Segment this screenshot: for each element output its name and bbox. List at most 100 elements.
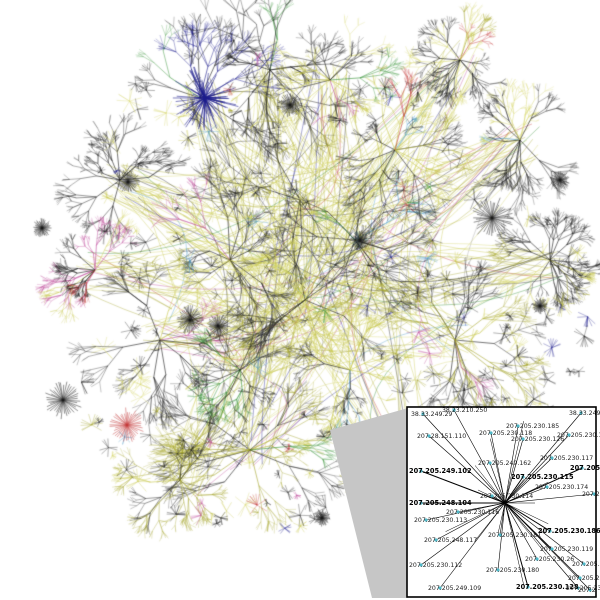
inset-node bbox=[579, 411, 583, 415]
ip-label: 207.205.249.162 bbox=[478, 460, 531, 467]
inset-node bbox=[548, 529, 552, 533]
inset-node bbox=[588, 588, 592, 592]
inset-edge bbox=[504, 502, 591, 591]
inset-edge bbox=[504, 502, 585, 565]
ip-label: 207.205.230.185 bbox=[506, 423, 559, 430]
ip-label: 207.205.230.1 bbox=[566, 585, 600, 592]
inset-edge bbox=[504, 467, 583, 504]
inset-edge bbox=[490, 432, 506, 504]
inset-node bbox=[526, 585, 530, 589]
inset-border bbox=[406, 406, 597, 598]
inset-edge bbox=[425, 502, 506, 521]
inset-edge bbox=[504, 457, 553, 504]
inset-edge bbox=[474, 502, 506, 541]
inset-edge bbox=[422, 413, 506, 504]
inset-node bbox=[419, 501, 423, 505]
ip-label: 207.205.230.113 bbox=[414, 517, 467, 524]
inset-edge bbox=[474, 465, 506, 504]
ip-label: 207.205.230.181 bbox=[488, 532, 541, 539]
ip-label: 207.205.230.174 bbox=[535, 484, 588, 491]
inset-edge bbox=[504, 476, 524, 504]
inset-edge bbox=[504, 481, 549, 504]
inset-node bbox=[424, 518, 428, 522]
inset-node bbox=[496, 568, 500, 572]
ip-label: 207.205.248.104 bbox=[409, 499, 472, 507]
inset-edge bbox=[504, 425, 519, 504]
ip-label: 207.205.249.102 bbox=[409, 467, 472, 475]
inset-edges bbox=[420, 409, 595, 591]
ip-label: 207.205.230. bbox=[570, 464, 600, 472]
ip-label: 207.205.230.155 bbox=[568, 575, 600, 582]
inset-node bbox=[580, 466, 584, 470]
inset-node bbox=[550, 456, 554, 460]
ip-label: 207.205.230.115 bbox=[511, 473, 574, 481]
inset-node bbox=[521, 437, 525, 441]
inset-edge bbox=[504, 434, 570, 504]
inset-node bbox=[578, 576, 582, 580]
inset-node bbox=[490, 494, 494, 498]
inset-edge bbox=[504, 479, 524, 504]
inset-node bbox=[434, 538, 438, 542]
inset-edge bbox=[453, 409, 506, 504]
inset-node bbox=[438, 586, 442, 590]
inset-node bbox=[488, 461, 492, 465]
inset-edge bbox=[489, 462, 506, 504]
inset-edge bbox=[504, 493, 595, 504]
inset-edge bbox=[504, 421, 524, 504]
inset-edge bbox=[439, 502, 506, 589]
inset-edge bbox=[504, 502, 529, 588]
inset-edge bbox=[504, 486, 548, 504]
inset-edge bbox=[498, 502, 506, 533]
inset-node bbox=[567, 433, 571, 437]
ip-label: 38.33.249.29 bbox=[411, 411, 452, 418]
inset-edge bbox=[420, 502, 506, 566]
inset-edge bbox=[504, 438, 524, 504]
inset-edge bbox=[445, 502, 506, 532]
ip-label: 207.205.248.117 bbox=[424, 537, 477, 544]
inset-node bbox=[421, 412, 425, 416]
inset-node bbox=[489, 431, 493, 435]
ip-label: 207.205.230.116 bbox=[446, 509, 499, 516]
inset-edge bbox=[420, 470, 506, 504]
ip-label: 207.205.230.186 bbox=[538, 527, 600, 535]
zoom-shadow bbox=[330, 408, 408, 598]
inset-edge bbox=[504, 502, 551, 532]
ip-label: 207.205.230.119 bbox=[540, 546, 593, 553]
ip-label: 207.205.230.114 bbox=[480, 493, 533, 500]
inset-node bbox=[498, 533, 502, 537]
inset-node bbox=[456, 510, 460, 514]
ip-label: 207.205.230.118 bbox=[479, 430, 532, 437]
inset-node bbox=[419, 563, 423, 567]
ip-label: 207.205.230.126 bbox=[511, 436, 564, 443]
inset-edge bbox=[504, 412, 582, 504]
inset-edge bbox=[435, 502, 506, 541]
inset-nodes bbox=[419, 408, 596, 592]
inset-node bbox=[535, 557, 539, 561]
ip-label: 207.205.230.117 bbox=[540, 455, 593, 462]
inset-node bbox=[521, 475, 525, 479]
inset-node bbox=[576, 586, 580, 590]
ip-label: 38.23.210.250 bbox=[442, 407, 487, 414]
ip-label: 207.205.230.112 bbox=[409, 562, 462, 569]
ip-label: 207.205. bbox=[582, 491, 600, 498]
ip-label: 38.33.249.25 bbox=[569, 410, 600, 417]
inset-node bbox=[592, 492, 596, 496]
ip-label: 207.205.230.180 bbox=[486, 567, 539, 574]
inset-node bbox=[545, 485, 549, 489]
ip-label: 207.205.230.128 bbox=[516, 583, 579, 591]
inset-node bbox=[427, 434, 431, 438]
inset-node bbox=[550, 547, 554, 551]
inset-node bbox=[452, 408, 456, 412]
inset-edge bbox=[490, 438, 506, 504]
inset-node bbox=[582, 562, 586, 566]
inset-edge bbox=[504, 502, 549, 525]
ip-label: 207.28.151.110 bbox=[417, 433, 466, 440]
inset-node bbox=[419, 469, 423, 473]
inset-edge bbox=[497, 502, 506, 571]
inset-edge bbox=[504, 502, 538, 560]
ip-label: 207.205.24 bbox=[572, 561, 600, 568]
